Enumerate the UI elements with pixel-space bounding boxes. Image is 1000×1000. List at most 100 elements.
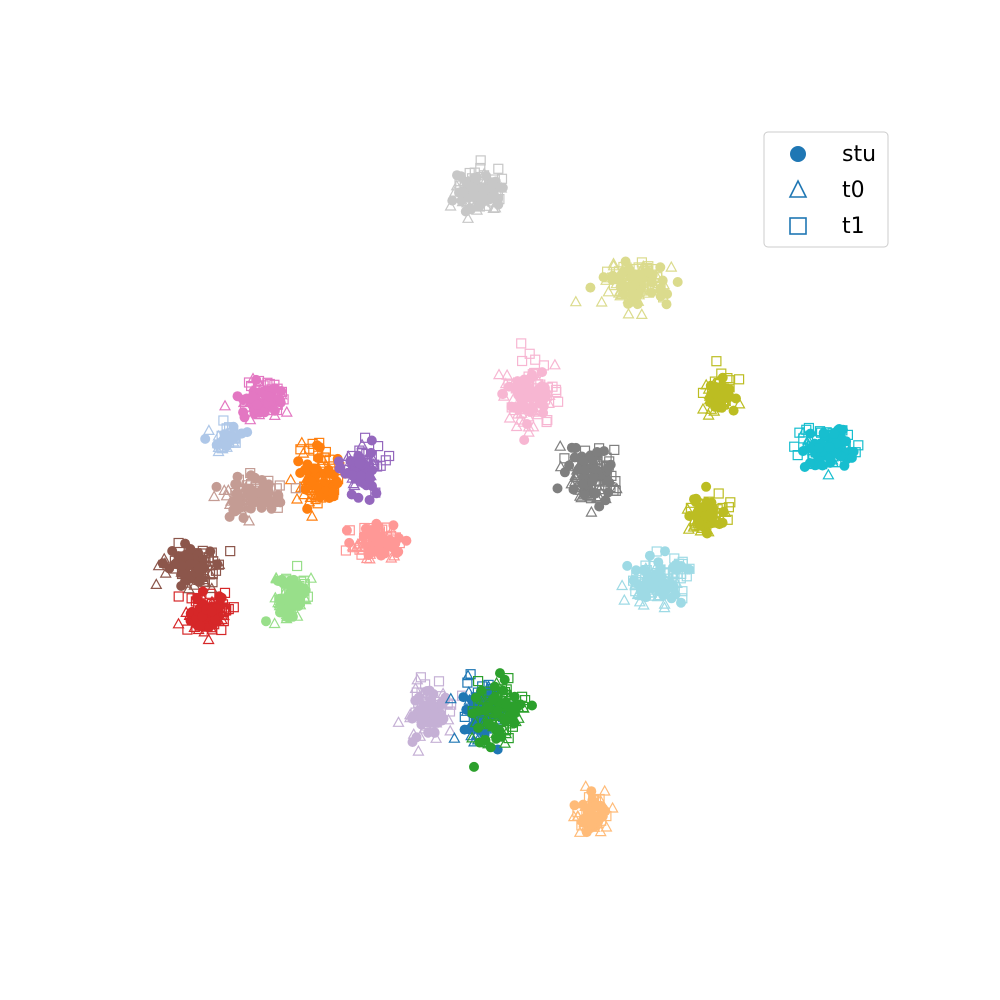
t1-point — [373, 441, 384, 452]
stu-point — [676, 597, 686, 608]
stu-point — [539, 392, 550, 403]
stu-point — [429, 727, 440, 738]
stu-point — [579, 489, 590, 500]
t0-point — [409, 682, 422, 694]
stu-point — [684, 511, 695, 521]
t1-point — [292, 560, 303, 572]
t0-point — [268, 617, 281, 629]
stu-point — [519, 435, 530, 445]
stu-point — [467, 708, 478, 719]
stu-point — [516, 399, 527, 410]
t1-point — [173, 591, 184, 602]
stu-point — [705, 509, 716, 519]
stu-point — [236, 428, 247, 439]
stu-point — [603, 487, 614, 498]
stu-point — [364, 495, 375, 505]
stu-point — [537, 381, 548, 392]
stu-point — [538, 407, 549, 418]
stu-point — [465, 181, 476, 192]
stu-point — [356, 470, 366, 481]
stu-point — [692, 506, 703, 517]
stu-point — [225, 432, 236, 443]
stu-point — [375, 533, 386, 544]
stu-point — [493, 199, 504, 210]
t1-point — [475, 162, 486, 174]
stu-point — [341, 525, 352, 536]
t0-point — [461, 212, 475, 223]
t1-point — [789, 441, 800, 452]
stu-point — [509, 382, 520, 393]
stu-point — [591, 488, 602, 499]
stu-point — [620, 281, 631, 292]
stu-point — [720, 387, 730, 398]
stu-point — [238, 513, 249, 523]
stu-point — [437, 714, 448, 725]
t0-point — [202, 424, 215, 435]
t0-point — [348, 479, 361, 491]
stu-point — [656, 571, 667, 582]
stu-point — [456, 195, 467, 206]
stu-point — [377, 547, 388, 558]
t1-point — [433, 676, 445, 687]
stu-point — [269, 383, 280, 394]
stu-point — [616, 269, 627, 280]
stu-point — [643, 266, 654, 277]
t0-point — [598, 784, 611, 796]
t0-point — [356, 438, 369, 450]
stu-point — [471, 172, 482, 183]
t1-point — [711, 356, 722, 367]
stu-point — [799, 462, 810, 472]
stu-point — [232, 391, 243, 402]
stu-point — [206, 606, 217, 617]
stu-point — [269, 405, 280, 416]
stu-point — [261, 616, 271, 627]
stu-point — [588, 471, 599, 482]
t1-point — [225, 545, 236, 557]
stu-point — [564, 460, 575, 471]
stu-point — [347, 470, 358, 481]
stu-point — [600, 495, 611, 506]
legend-marker-square — [789, 217, 807, 235]
t0-point — [733, 397, 746, 409]
stu-point — [251, 374, 262, 385]
t0-point — [304, 491, 317, 502]
t1-point — [713, 488, 724, 499]
stu-point — [177, 568, 188, 579]
stu-point — [509, 691, 520, 702]
stu-point — [658, 590, 669, 601]
stu-point — [315, 492, 326, 502]
stu-point — [416, 719, 427, 730]
t0-point — [222, 483, 235, 495]
stu-point — [366, 447, 377, 458]
stu-point — [256, 475, 267, 485]
stu-point — [578, 455, 589, 466]
stu-point — [500, 715, 511, 726]
stu-point — [646, 583, 657, 594]
t0-point — [585, 505, 598, 517]
stu-point — [497, 182, 508, 193]
stu-point — [185, 544, 196, 554]
t0-point — [367, 454, 380, 465]
stu-point — [275, 497, 286, 508]
stu-point — [401, 535, 412, 546]
stu-point — [300, 484, 311, 495]
stu-point — [216, 592, 227, 603]
stu-point — [332, 478, 343, 489]
stu-point — [582, 803, 593, 814]
stu-point — [469, 761, 479, 772]
stu-point — [511, 702, 522, 713]
stu-point — [195, 620, 206, 631]
t0-point — [622, 307, 635, 319]
stu-point — [624, 264, 634, 275]
legend-entry-t1: t1 — [789, 214, 865, 239]
stu-point — [717, 372, 728, 383]
legend-label: stu — [842, 142, 876, 167]
t1-point — [475, 155, 486, 166]
stu-point — [480, 705, 491, 716]
stu-point — [607, 274, 618, 285]
stu-point — [228, 504, 239, 515]
legend-marker-circle — [790, 146, 806, 162]
stu-point — [302, 503, 313, 514]
t0-point — [522, 425, 535, 437]
stu-point — [646, 277, 657, 288]
